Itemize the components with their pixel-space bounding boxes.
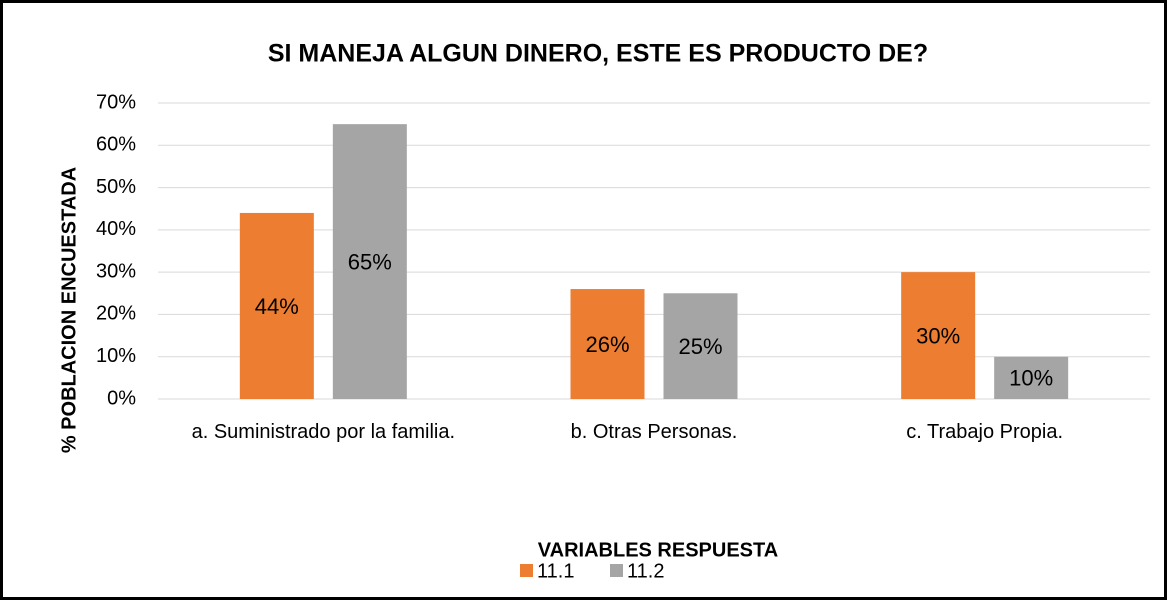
legend-swatch [520,564,533,577]
y-tick-label: 50% [96,176,136,198]
y-tick-label: 20% [96,303,136,325]
y-tick-label: 40% [96,218,136,240]
y-tick-label: 60% [96,134,136,156]
data-label: 10% [1009,366,1053,391]
y-tick-label: 70% [96,91,136,113]
y-tick-label: 30% [96,260,136,282]
x-tick-label: a. Suministrado por la familia. [191,421,456,443]
data-label: 30% [916,323,960,348]
data-label: 25% [678,334,722,359]
legend-label: 11.1 [537,560,574,582]
x-tick-label: b. Otras Personas. [570,421,738,443]
bar [239,212,314,399]
x-axis-title: VARIABLES RESPUESTA [538,539,778,561]
legend-label: 11.2 [627,560,664,582]
chart-title: SI MANEJA ALGUN DINERO, ESTE ES PRODUCTO… [268,40,928,68]
y-axis-title: % POBLACION ENCUESTADA [58,167,80,453]
y-tick-label: 0% [107,387,136,409]
bar [570,289,645,399]
bar [332,124,407,400]
bar [901,272,976,399]
y-tick-label: 10% [96,345,136,367]
data-label: 44% [255,294,299,319]
x-tick-label: c. Trabajo Propia. [906,421,1064,443]
data-label: 65% [348,249,392,274]
bar [663,293,738,399]
data-label: 26% [585,332,629,357]
bar [994,356,1069,399]
legend-swatch [610,564,623,577]
